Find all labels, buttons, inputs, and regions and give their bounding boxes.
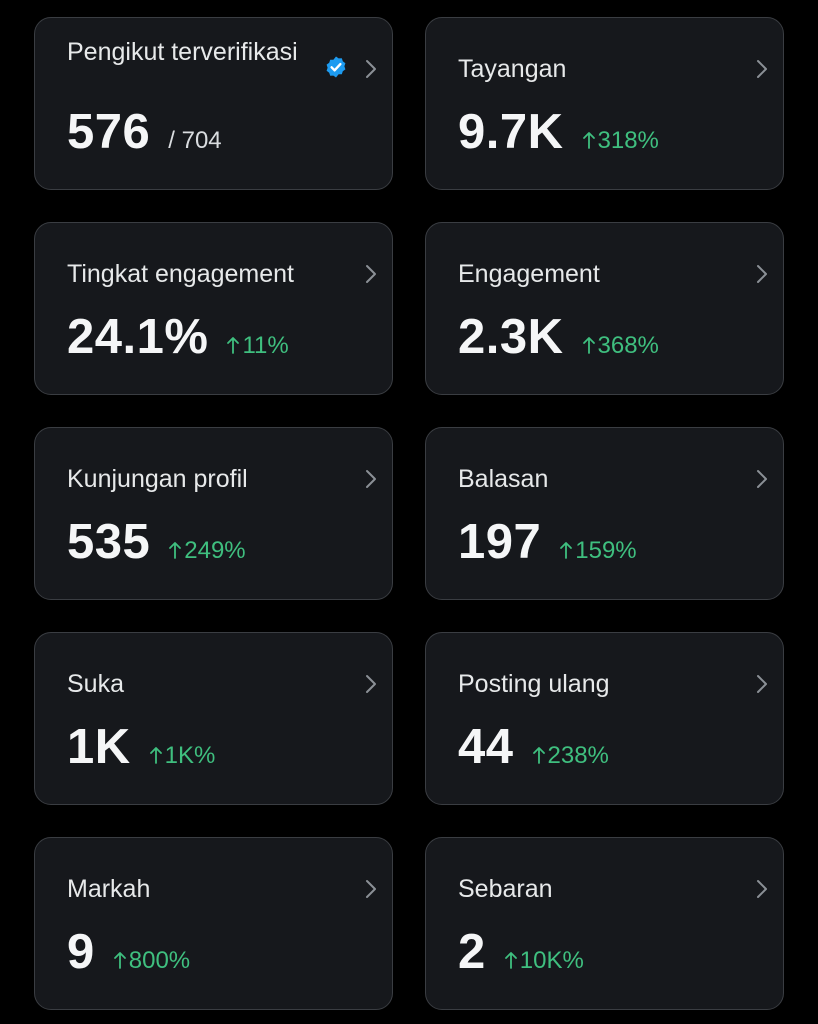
metric-card-verified-followers[interactable]: Pengikut terverifikasi 576 / 704 (34, 17, 393, 190)
metric-label: Pengikut terverifikasi (67, 38, 298, 66)
arrow-up-icon (560, 542, 573, 559)
metric-card-likes[interactable]: Suka 1K 1K% (34, 632, 393, 805)
metrics-grid: Pengikut terverifikasi 576 / 704 Tayanga… (34, 17, 784, 1010)
metric-value: 24.1% (67, 310, 209, 364)
arrow-up-icon (504, 952, 517, 969)
metric-card-replies[interactable]: Balasan 197 159% (425, 427, 784, 600)
metric-change-value: 249% (184, 537, 246, 564)
metric-change: 368% (582, 332, 659, 360)
metric-change: 249% (168, 537, 246, 565)
chevron-right-icon (366, 675, 376, 693)
metric-change-value: 159% (575, 537, 637, 564)
metric-change: 10K% (504, 947, 584, 975)
arrow-up-icon (532, 747, 545, 764)
metric-card-impressions[interactable]: Tayangan 9.7K 318% (425, 17, 784, 190)
metric-value: 44 (458, 720, 514, 774)
metric-card-shares[interactable]: Sebaran 2 10K% (425, 837, 784, 1010)
chevron-right-icon (757, 60, 767, 78)
metric-change: 11% (226, 332, 289, 360)
chevron-right-icon (366, 60, 376, 78)
metric-total: / 704 (168, 127, 222, 154)
arrow-up-icon (582, 132, 595, 149)
metric-change: 318% (582, 127, 659, 155)
metric-value: 1K (67, 720, 131, 774)
metric-value-row: 2 10K% (458, 924, 584, 980)
metric-label: Engagement (458, 260, 600, 288)
metric-card-reposts[interactable]: Posting ulang 44 238% (425, 632, 784, 805)
metric-value-row: 1K 1K% (67, 719, 215, 775)
arrow-up-icon (113, 952, 126, 969)
metric-value-row: 9.7K 318% (458, 104, 659, 160)
metric-change-value: 368% (597, 332, 659, 359)
verified-badge-icon (326, 56, 346, 78)
metric-change: 159% (559, 537, 637, 565)
metric-value: 2 (458, 925, 486, 979)
metric-value-row: 44 238% (458, 719, 609, 775)
metric-change-value: 238% (547, 742, 609, 769)
metric-card-profile-visits[interactable]: Kunjungan profil 535 249% (34, 427, 393, 600)
metric-change-value: 11% (242, 332, 289, 359)
metric-change-value: 10K% (519, 947, 584, 974)
metric-value-row: 24.1% 11% (67, 309, 289, 365)
metric-card-engagement[interactable]: Engagement 2.3K 368% (425, 222, 784, 395)
metric-value: 2.3K (458, 310, 564, 364)
metric-value-row: 535 249% (67, 514, 246, 570)
arrow-up-icon (582, 337, 595, 354)
arrow-up-icon (169, 542, 182, 559)
arrow-up-icon (149, 747, 162, 764)
chevron-right-icon (757, 265, 767, 283)
metric-value: 9.7K (458, 105, 564, 159)
metric-value-row: 2.3K 368% (458, 309, 659, 365)
metric-label: Sebaran (458, 875, 553, 903)
chevron-right-icon (757, 880, 767, 898)
metric-label: Posting ulang (458, 670, 610, 698)
metric-value-row: 576 / 704 (67, 104, 222, 160)
metric-label: Tayangan (458, 55, 567, 83)
chevron-right-icon (366, 880, 376, 898)
metric-change-value: 800% (128, 947, 191, 974)
metric-card-bookmarks[interactable]: Markah 9 800% (34, 837, 393, 1010)
metric-value: 197 (458, 515, 542, 569)
metric-value-row: 9 800% (67, 924, 190, 980)
chevron-right-icon (366, 470, 376, 488)
metric-label: Balasan (458, 465, 549, 493)
chevron-right-icon (757, 675, 767, 693)
metric-label: Suka (67, 670, 124, 698)
metric-label: Kunjungan profil (67, 465, 248, 493)
metric-value: 535 (67, 515, 151, 569)
metric-value-row: 197 159% (458, 514, 637, 570)
metric-label: Markah (67, 875, 151, 903)
metric-value: 576 (67, 105, 151, 159)
metric-card-engagement-rate[interactable]: Tingkat engagement 24.1% 11% (34, 222, 393, 395)
metric-value: 9 (67, 925, 95, 979)
arrow-up-icon (227, 337, 240, 354)
metric-change: 800% (113, 947, 190, 975)
metric-change-value: 1K% (164, 742, 216, 769)
chevron-right-icon (757, 470, 767, 488)
chevron-right-icon (366, 265, 376, 283)
metric-change-value: 318% (597, 127, 659, 154)
metric-label: Tingkat engagement (67, 260, 295, 288)
metric-change: 238% (532, 742, 609, 770)
metric-change: 1K% (149, 742, 216, 770)
